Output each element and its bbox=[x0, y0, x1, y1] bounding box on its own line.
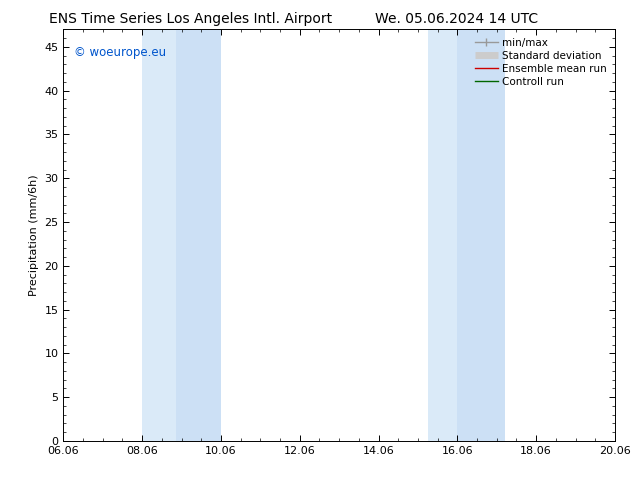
Text: We. 05.06.2024 14 UTC: We. 05.06.2024 14 UTC bbox=[375, 12, 538, 26]
Y-axis label: Precipitation (mm/6h): Precipitation (mm/6h) bbox=[29, 174, 39, 296]
Text: ENS Time Series Los Angeles Intl. Airport: ENS Time Series Los Angeles Intl. Airpor… bbox=[49, 12, 332, 26]
Bar bbox=[142, 29, 176, 441]
Legend: min/max, Standard deviation, Ensemble mean run, Controll run: min/max, Standard deviation, Ensemble me… bbox=[472, 35, 610, 90]
Text: © woeurope.eu: © woeurope.eu bbox=[74, 46, 167, 59]
Bar bbox=[176, 29, 221, 441]
Bar bbox=[457, 29, 505, 441]
Bar bbox=[428, 29, 457, 441]
